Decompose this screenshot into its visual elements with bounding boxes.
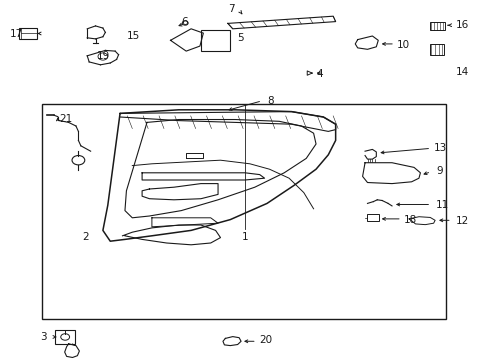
Text: 11: 11 bbox=[436, 200, 449, 210]
Text: 12: 12 bbox=[456, 216, 469, 226]
Text: 8: 8 bbox=[267, 96, 274, 106]
Bar bbox=[19, 28, 37, 39]
Text: 21: 21 bbox=[59, 114, 72, 124]
Text: 9: 9 bbox=[436, 166, 443, 176]
Text: 4: 4 bbox=[316, 69, 323, 79]
Text: 5: 5 bbox=[238, 33, 245, 43]
Text: 1: 1 bbox=[242, 232, 248, 242]
Text: 2: 2 bbox=[82, 232, 89, 242]
Text: 17: 17 bbox=[10, 29, 23, 39]
Text: 19: 19 bbox=[97, 51, 110, 61]
Bar bbox=[430, 22, 445, 30]
Bar bbox=[201, 30, 230, 51]
Text: 13: 13 bbox=[434, 143, 447, 153]
Text: 16: 16 bbox=[456, 20, 469, 30]
Text: 6: 6 bbox=[181, 17, 188, 27]
Text: 3: 3 bbox=[40, 332, 47, 342]
Text: 14: 14 bbox=[456, 67, 469, 77]
Text: 15: 15 bbox=[126, 31, 140, 41]
Bar bbox=[55, 330, 75, 344]
Text: 18: 18 bbox=[404, 215, 417, 225]
Text: 10: 10 bbox=[397, 40, 410, 50]
Bar bbox=[367, 214, 379, 221]
Text: 7: 7 bbox=[228, 4, 235, 14]
Text: 20: 20 bbox=[260, 335, 273, 345]
Bar bbox=[430, 44, 444, 55]
Bar bbox=[42, 104, 446, 319]
